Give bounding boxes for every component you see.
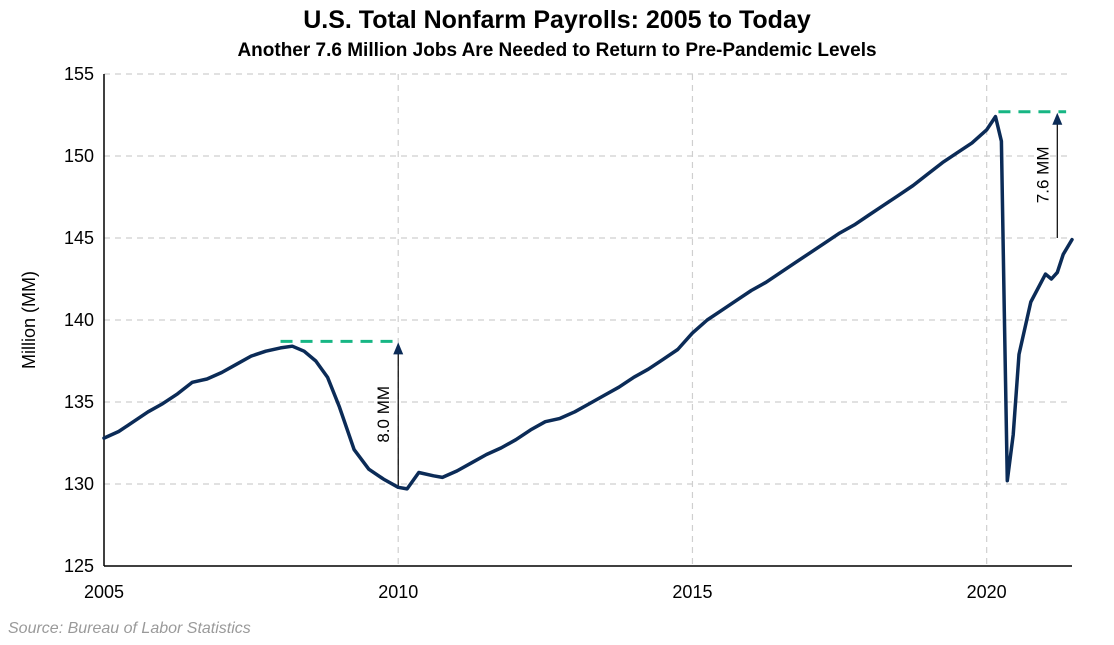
y-axis-title: Million (MM) bbox=[19, 271, 39, 369]
x-tick-label: 2005 bbox=[84, 582, 124, 602]
x-tick-label: 2015 bbox=[672, 582, 712, 602]
grid-lines bbox=[104, 73, 1072, 566]
y-tick-label: 140 bbox=[64, 310, 94, 330]
gap-arrow-head bbox=[1052, 112, 1063, 125]
gap-label: 7.6 MM bbox=[1033, 147, 1052, 204]
x-tick-label: 2020 bbox=[967, 582, 1007, 602]
tick-labels: 125 130 135 140 145 150 155 2005 2010 2015 2020 Mil… bbox=[19, 64, 1007, 602]
series-layer bbox=[102, 114, 1074, 491]
y-tick-label: 130 bbox=[64, 474, 94, 494]
x-tick-label: 2010 bbox=[378, 582, 418, 602]
source-note: Source: Bureau of Labor Statistics bbox=[8, 620, 251, 637]
gap-label: 8.0 MM bbox=[374, 386, 393, 443]
gap-arrow-head bbox=[393, 342, 404, 355]
chart-subtitle: Another 7.6 Million Jobs Are Needed to R… bbox=[237, 40, 877, 61]
y-tick-label: 150 bbox=[64, 146, 94, 166]
axes bbox=[103, 74, 1072, 567]
chart-title: U.S. Total Nonfarm Payrolls: 2005 to Tod… bbox=[303, 6, 811, 34]
annotations: 8.0 MM 7.6 MM bbox=[280, 110, 1067, 488]
y-tick-label: 125 bbox=[64, 556, 94, 576]
y-tick-label: 155 bbox=[64, 64, 94, 84]
y-tick-label: 145 bbox=[64, 228, 94, 248]
y-tick-label: 135 bbox=[64, 392, 94, 412]
payrolls-series-line bbox=[102, 114, 1074, 491]
